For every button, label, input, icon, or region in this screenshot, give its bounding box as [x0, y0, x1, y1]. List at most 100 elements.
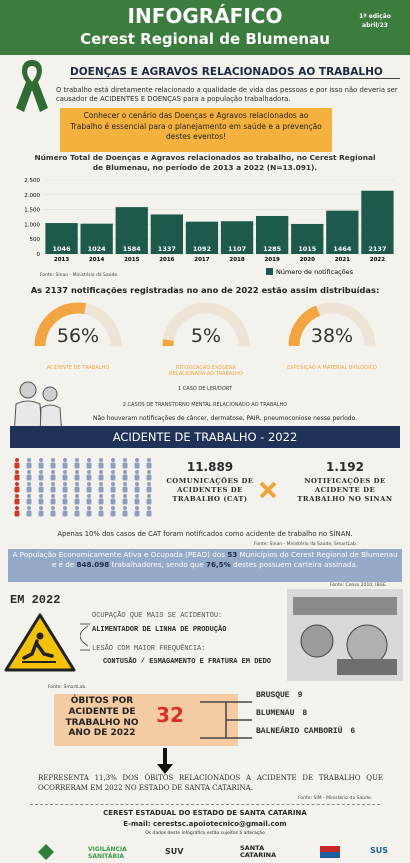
person-icon — [123, 506, 127, 510]
person-icon — [134, 510, 140, 517]
factory-photo — [287, 589, 403, 681]
person-icon — [123, 494, 127, 498]
population-text: 53 — [227, 550, 238, 559]
gauge-value: 38% — [311, 325, 353, 347]
value-label: 1107 — [228, 245, 246, 253]
person-icon — [122, 498, 128, 505]
person-icon — [15, 470, 19, 474]
bar — [291, 223, 324, 254]
person-icon — [63, 494, 67, 498]
divider — [30, 804, 380, 805]
bar — [256, 215, 289, 254]
cat-count: 11.889 — [186, 460, 234, 474]
person-icon — [98, 510, 104, 517]
person-icon — [15, 506, 19, 510]
person-icon — [147, 506, 151, 510]
city-name: BRUSQUE — [256, 691, 290, 700]
person-icon — [14, 486, 20, 493]
deaths-label: ÓBITOS POR ACIDENTE DE TRABALHO NO ANO D… — [65, 696, 139, 739]
logo: SANTA CATARINA — [240, 844, 277, 859]
person-icon — [15, 482, 19, 486]
person-icon — [39, 470, 43, 474]
year-source: Fonte: SmartLab. — [48, 685, 87, 690]
person-icon — [111, 506, 115, 510]
person-icon — [134, 498, 140, 505]
city-row: BALNEÁRIO CAMBORIÚ 6 — [256, 727, 406, 745]
population-text: destes possuem carteira assinada. — [230, 560, 359, 570]
value-label: 1024 — [88, 245, 107, 253]
ribbon-icon — [16, 60, 48, 112]
gauge-label: INTOXICAÇÃO EXÓGENA RELACIONADA AO TRABAL… — [169, 364, 243, 377]
value-label: 1584 — [123, 245, 142, 253]
person-icon — [134, 462, 140, 469]
highlight-box: Conhecer o cenário das Doenças e Agravos… — [60, 108, 332, 152]
person-icon — [134, 474, 140, 481]
logo: SUV — [165, 847, 184, 856]
person-icon — [146, 474, 152, 481]
person-icon — [75, 482, 79, 486]
person-icon — [135, 470, 139, 474]
bar — [45, 223, 78, 254]
edition-date: abril/23 — [362, 22, 388, 29]
person-icon — [122, 510, 128, 517]
injury-label: LESÃO COM MAIOR FREQUÊNCIA: — [92, 645, 206, 653]
header-subtitle: Cerest Regional de Blumenau — [80, 30, 330, 48]
gauge-arc — [34, 302, 87, 347]
injury: CONTUSÃO / ESMAGAMENTO E FRATURA EM DEDO — [102, 658, 272, 666]
person-icon — [75, 458, 79, 462]
sinan-count: 1.192 — [326, 460, 364, 474]
x-tick-label: 2017 — [194, 257, 209, 263]
person-icon — [27, 494, 31, 498]
bar — [115, 207, 148, 254]
person-icon — [99, 506, 103, 510]
y-tick-label: 1.500 — [24, 208, 40, 214]
gauge-label-line: RELACIONADA AO TRABALHO — [169, 371, 243, 377]
person-icon — [75, 494, 79, 498]
arrow-down — [157, 748, 173, 774]
person-icon — [110, 498, 116, 505]
person-icon — [135, 494, 139, 498]
header-title: INFOGRÁFICO — [127, 4, 283, 28]
y-tick-label: 500 — [30, 237, 41, 243]
deaths-brace — [200, 701, 252, 739]
value-label: 1285 — [263, 245, 282, 253]
person-icon — [27, 482, 31, 486]
person-icon — [123, 482, 127, 486]
header — [0, 0, 410, 55]
city-count: 6 — [350, 727, 356, 736]
person-icon — [75, 506, 79, 510]
y-tick-label: 0 — [37, 252, 41, 258]
person-icon — [99, 470, 103, 474]
deaths-summary: REPRESENTA 11,3% DOS ÓBITOS RELACIONADOS… — [38, 774, 383, 793]
value-label: 1046 — [53, 245, 72, 253]
gauge-label: ACIDENTE DE TRABALHO — [47, 365, 110, 371]
logo: SUS — [370, 846, 389, 855]
accident-note: Apenas 10% dos casos de CAT foram notifi… — [57, 530, 353, 538]
distribution-title: As 2137 notificações registradas no ano … — [30, 285, 380, 295]
person-icon — [14, 498, 20, 505]
chart-source: Fonte: Sinan - Ministério da Saúde. — [40, 273, 119, 278]
gauge-chart: 56% ACIDENTE DE TRABALHO 5% INTOXICAÇÃO EXÓ… — [34, 302, 377, 377]
population-text: 848.098 — [76, 560, 110, 570]
y-tick-label: 2.000 — [24, 193, 40, 199]
city-count: 9 — [297, 691, 303, 700]
y-tick-label: 2.500 — [24, 178, 40, 184]
footer-org: CEREST ESTADUAL DO ESTADO DE SANTA CATAR… — [103, 809, 307, 817]
value-label: 1464 — [333, 245, 352, 253]
person-icon — [134, 486, 140, 493]
gauge-track — [162, 302, 250, 347]
person-icon — [38, 510, 44, 517]
person-icon — [38, 486, 44, 493]
person-icon — [135, 458, 139, 462]
person-icon — [62, 486, 68, 493]
person-icon — [147, 482, 151, 486]
occupation-label: OCUPAÇÃO QUE MAIS SE ACIDENTOU: — [92, 612, 223, 620]
person-icon — [26, 510, 32, 517]
x-tick-label: 2016 — [159, 257, 174, 263]
person-icon — [135, 482, 139, 486]
person-icon — [51, 494, 55, 498]
person-icon — [122, 474, 128, 481]
person-icon — [27, 470, 31, 474]
person-icon — [111, 494, 115, 498]
